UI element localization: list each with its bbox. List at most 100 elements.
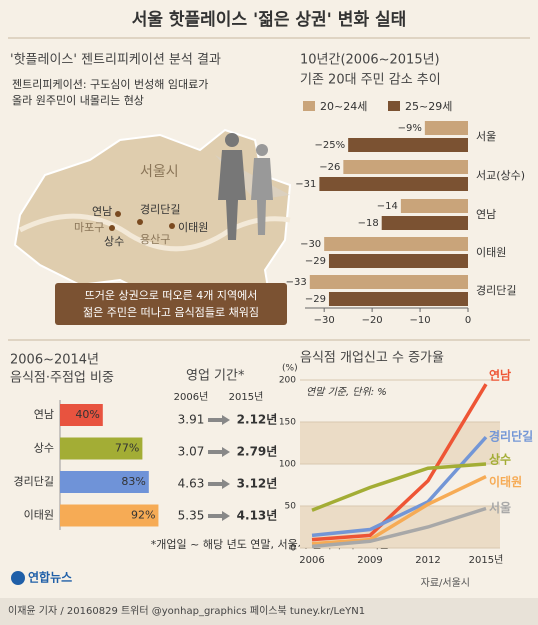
category-label: 경리단길: [14, 475, 54, 488]
source: 자료/서울시: [421, 577, 470, 589]
y-tick-label: 50: [285, 502, 297, 512]
bar: [348, 138, 468, 152]
person-icon: [251, 158, 273, 235]
series-label: 경리단길: [489, 429, 533, 444]
table-header: 2015년: [229, 391, 264, 403]
definition: 올라 원주민이 내몰리는 현상: [12, 94, 144, 107]
y-tick-label: 150: [279, 418, 296, 428]
footer-bar: [0, 598, 538, 625]
arrow: [208, 415, 230, 425]
footer: 이재윤 기자 / 20160829 트위터 @yonhap_graphics 페…: [8, 604, 365, 617]
chart-title: 음식점 개업신고 수 증가율: [300, 351, 444, 366]
brand-logo: [11, 571, 25, 585]
line: [311, 506, 487, 549]
x-tick-label: 2009: [357, 555, 382, 566]
chart-title: 음식점·주점업 비중: [10, 371, 114, 386]
bar: [400, 199, 468, 213]
arrow: [208, 447, 230, 457]
bar: [424, 121, 468, 135]
legend-label: 25~29세: [405, 100, 452, 113]
bar: [60, 504, 159, 527]
table-title: 영업 기간*: [186, 369, 245, 384]
arrow: [208, 511, 230, 521]
value-label: −26: [319, 162, 340, 173]
value-label: −9%: [398, 123, 422, 134]
value-label: −31: [295, 179, 316, 190]
map-city: 서울시: [140, 164, 179, 180]
category-label: 연남: [34, 408, 54, 421]
table-cell: 4.13년: [237, 509, 278, 523]
place-label: 연남: [92, 205, 112, 218]
x-tick-label: 2015년: [469, 554, 504, 566]
x-tick-label: 2006: [299, 555, 324, 566]
series-label: 연남: [489, 368, 511, 383]
category-label: 서교(상수): [476, 169, 525, 182]
value-label: −29: [305, 294, 326, 305]
arrow: [208, 479, 230, 489]
place-dot: [109, 225, 115, 231]
place-label: 경리단길: [140, 203, 180, 216]
district-label: 마포구: [74, 221, 104, 234]
bar: [328, 292, 468, 306]
bar: [319, 177, 468, 191]
bar: [60, 404, 103, 426]
place-label: 상수: [104, 235, 124, 248]
category-label: 이태원: [24, 509, 54, 522]
line: [311, 383, 488, 542]
category-label: 서울: [476, 130, 496, 143]
person-icon: [225, 133, 239, 147]
bar: [324, 237, 468, 251]
value-label: 40%: [75, 408, 99, 421]
y-tick-label: 200: [279, 376, 296, 386]
legend-label: 20~24세: [320, 100, 367, 113]
line: [311, 435, 488, 538]
category-label: 연남: [476, 208, 496, 221]
y-tick-label: 0: [290, 544, 296, 554]
value-label: 92%: [131, 509, 155, 522]
place-dot: [137, 219, 143, 225]
legend-swatch: [388, 101, 400, 111]
table-cell: 2.79년: [237, 445, 278, 459]
section-title: '핫플레이스' 젠트리피케이션 분석 결과: [10, 53, 221, 68]
x-tick-label: 2012: [415, 555, 440, 566]
series-label: 서울: [489, 500, 511, 515]
table-cell: 5.35: [178, 509, 205, 523]
callout-text: 젊은 주민은 떠나고 음식점들로 채워짐: [83, 306, 259, 319]
callout-text: 뜨거운 상권으로 떠오른 4개 지역에서: [85, 289, 258, 302]
chart-note: 연말 기준, 단위: %: [306, 386, 387, 398]
chart-title: 2006~2014년: [10, 353, 99, 368]
x-tick-label: −30: [314, 315, 335, 326]
chart-title: 10년간(2006~2015년): [300, 53, 440, 68]
value-label: −18: [358, 218, 379, 229]
table-cell: 4.63: [178, 477, 205, 491]
han-river: [18, 213, 291, 252]
person-icon: [218, 150, 246, 240]
table-cell: 3.91: [178, 413, 205, 427]
table-cell: 3.12년: [237, 477, 278, 491]
table-cell: 2.12년: [237, 413, 278, 427]
bar: [60, 471, 149, 493]
bar: [343, 160, 468, 174]
table-header: 2006년: [174, 391, 209, 403]
y-tick-label: 100: [279, 460, 296, 470]
value-label: −29: [305, 256, 326, 267]
place-dot: [115, 211, 121, 217]
series-label: 상수: [489, 452, 511, 467]
bar: [60, 437, 143, 460]
value-label: −25%: [315, 140, 346, 151]
place-dot: [169, 223, 175, 229]
category-label: 경리단길: [476, 284, 516, 297]
category-label: 상수: [34, 442, 54, 455]
table-cell: 3.07: [178, 445, 205, 459]
value-label: 83%: [121, 475, 145, 488]
value-label: −33: [286, 277, 307, 288]
legend-swatch: [303, 101, 315, 111]
x-tick-label: −20: [362, 315, 383, 326]
value-label: −14: [377, 201, 398, 212]
value-label: 77%: [115, 442, 139, 455]
brand: 연합뉴스: [28, 570, 72, 585]
band: [300, 422, 500, 464]
x-tick-label: −10: [410, 315, 431, 326]
line: [311, 475, 487, 546]
